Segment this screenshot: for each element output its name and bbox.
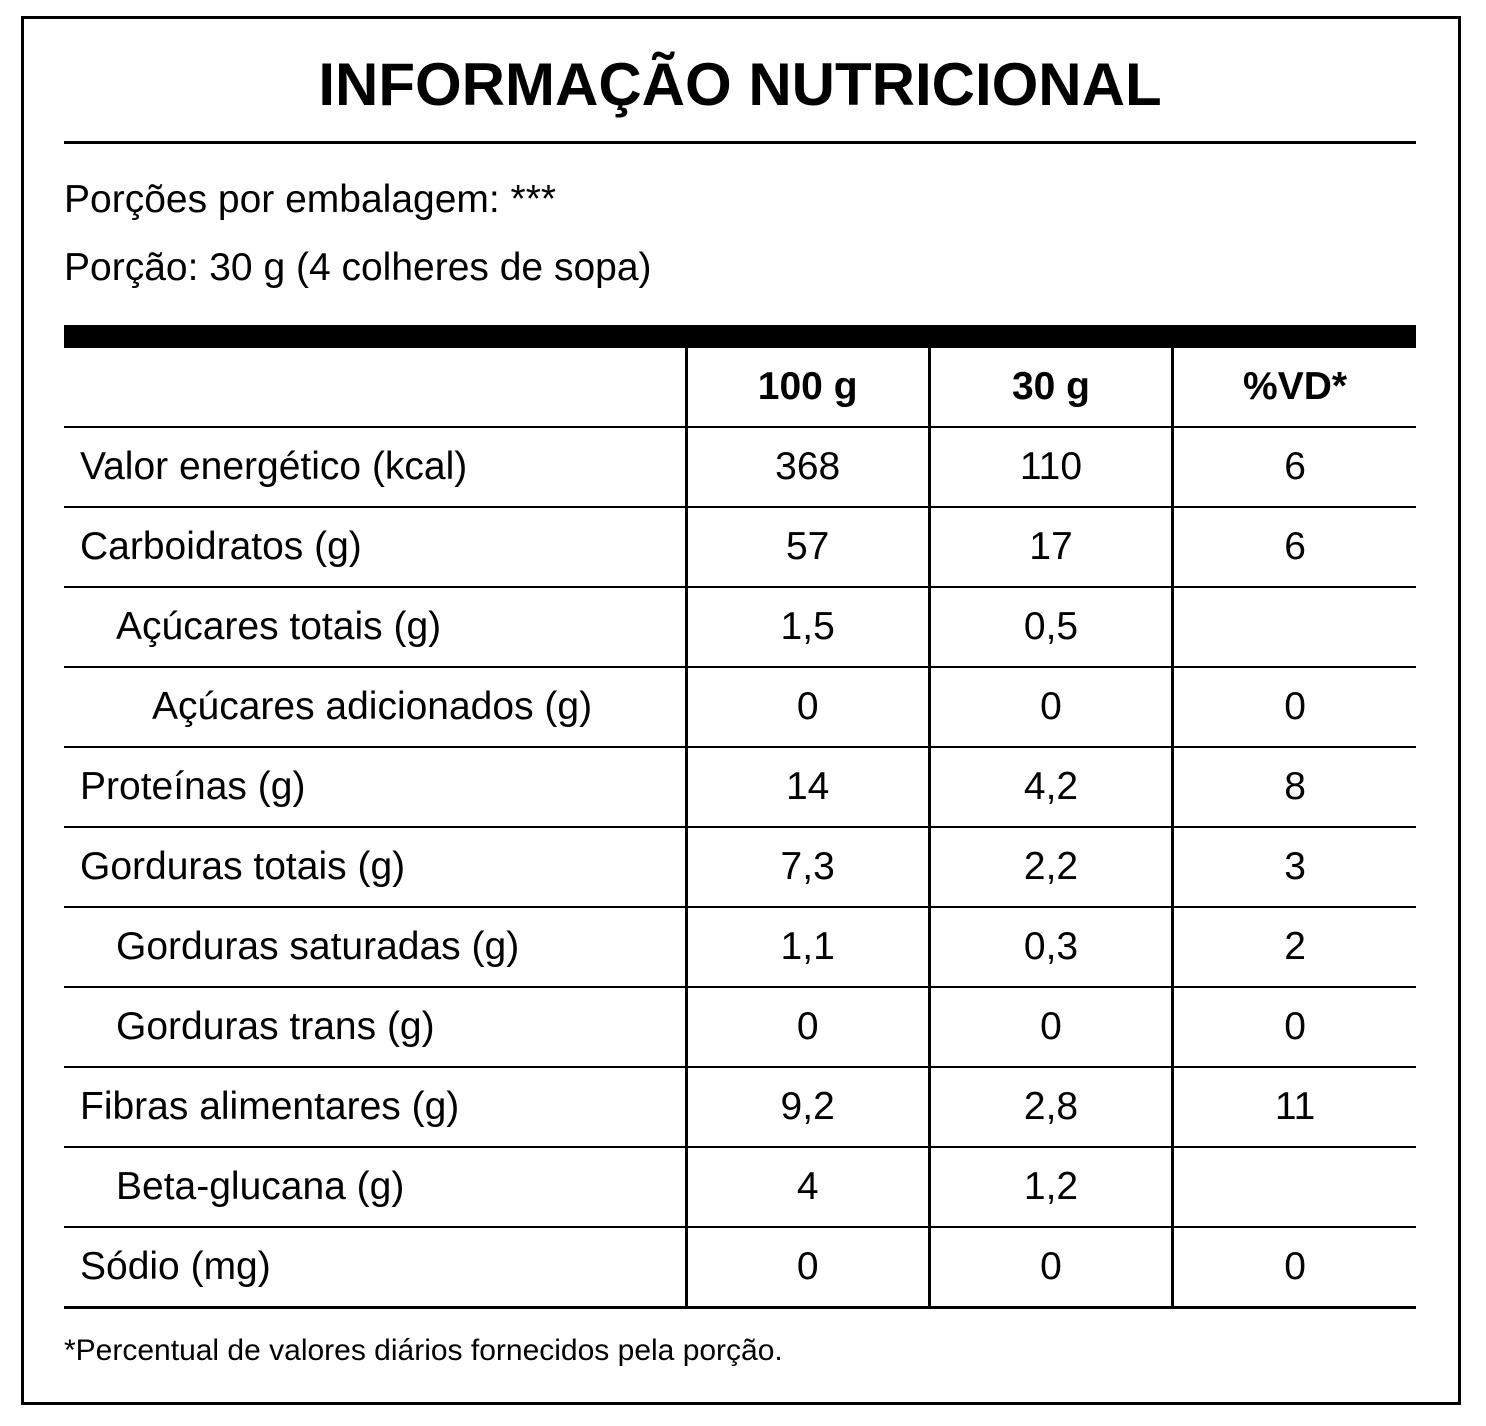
nutrient-label: Gorduras totais (g) <box>64 827 686 908</box>
column-header: 30 g <box>927 348 1173 428</box>
nutrient-value: 8 <box>1171 747 1416 828</box>
nutrient-value: 7,3 <box>684 827 930 908</box>
nutrient-value: 0 <box>927 987 1173 1068</box>
nutrient-label: Açúcares adicionados (g) <box>64 667 686 748</box>
nutrient-value: 0,3 <box>927 907 1173 988</box>
nutrient-value: 1,1 <box>684 907 930 988</box>
nutrient-label: Sódio (mg) <box>64 1227 686 1309</box>
nutrient-value: 1,2 <box>927 1147 1173 1228</box>
nutrient-row: Valor energético (kcal) 368 110 6 <box>64 427 1416 508</box>
nutrient-row: Açúcares adicionados (g) 0 0 0 <box>64 667 1416 748</box>
nutrient-row: Proteínas (g) 14 4,2 8 <box>64 747 1416 828</box>
nutrient-value: 0 <box>684 987 930 1068</box>
title: INFORMAÇÃO NUTRICIONAL <box>318 51 1162 118</box>
column-header: 100 g <box>684 348 930 428</box>
nutrient-label: Proteínas (g) <box>64 747 686 828</box>
nutrient-value: 17 <box>927 507 1173 588</box>
nutrient-value: 0 <box>684 1227 930 1309</box>
nutrient-label: Gorduras saturadas (g) <box>64 907 686 988</box>
nutrient-value: 14 <box>684 747 930 828</box>
header-row: 100 g 30 g %VD* <box>64 348 1416 428</box>
serving-size: Porção: 30 g (4 colheres de sopa) <box>64 246 652 289</box>
nutrient-value: 11 <box>1171 1067 1416 1148</box>
nutrient-value: 0 <box>1171 1227 1416 1309</box>
nutrient-row: Gorduras trans (g) 0 0 0 <box>64 987 1416 1068</box>
nutrient-value: 0 <box>927 667 1173 748</box>
nutrient-label: Açúcares totais (g) <box>64 587 686 668</box>
nutrient-value: 2 <box>1171 907 1416 988</box>
nutrient-value <box>1171 1147 1416 1228</box>
nutrient-value: 110 <box>927 427 1173 508</box>
nutrient-row: Fibras alimentares (g) 9,2 2,8 11 <box>64 1067 1416 1148</box>
nutrient-row: Beta-glucana (g) 4 1,2 <box>64 1147 1416 1228</box>
nutrient-value: 2,2 <box>927 827 1173 908</box>
nutrition-table: 100 g 30 g %VD* Valor energético (kcal) 3… <box>64 348 1416 1309</box>
nutrient-value: 6 <box>1171 427 1416 508</box>
nutrient-value: 0 <box>1171 667 1416 748</box>
nutrient-label: Valor energético (kcal) <box>64 427 686 508</box>
nutrient-label: Beta-glucana (g) <box>64 1147 686 1228</box>
nutrient-value: 9,2 <box>684 1067 930 1148</box>
nutrient-value: 0 <box>684 667 930 748</box>
servings-per-package: Porções por embalagem: *** <box>64 178 557 221</box>
nutrient-value: 57 <box>684 507 930 588</box>
nutrient-row: Sódio (mg) 0 0 0 <box>64 1227 1416 1309</box>
nutrient-value: 2,8 <box>927 1067 1173 1148</box>
nutrient-row: Carboidratos (g) 57 17 6 <box>64 507 1416 588</box>
nutrient-value: 1,5 <box>684 587 930 668</box>
frame <box>21 16 1461 1405</box>
divider <box>64 141 1416 144</box>
footnote: *Percentual de valores diários fornecido… <box>64 1334 783 1367</box>
nutrient-value: 4,2 <box>927 747 1173 828</box>
column-header: %VD* <box>1171 348 1416 428</box>
nutrient-value: 4 <box>684 1147 930 1228</box>
nutrient-row: Gorduras totais (g) 7,3 2,2 3 <box>64 827 1416 908</box>
nutrient-value: 3 <box>1171 827 1416 908</box>
nutrient-value: 0 <box>1171 987 1416 1068</box>
empty-header <box>64 348 686 428</box>
nutrient-value: 0 <box>927 1227 1173 1309</box>
nutrient-label: Fibras alimentares (g) <box>64 1067 686 1148</box>
thick-bar <box>64 325 1416 348</box>
nutrient-label: Gorduras trans (g) <box>64 987 686 1068</box>
nutrient-row: Açúcares totais (g) 1,5 0,5 <box>64 587 1416 668</box>
nutrient-value <box>1171 587 1416 668</box>
nutrient-value: 0,5 <box>927 587 1173 668</box>
nutrient-value: 6 <box>1171 507 1416 588</box>
nutrient-value: 368 <box>684 427 930 508</box>
nutrient-row: Gorduras saturadas (g) 1,1 0,3 2 <box>64 907 1416 988</box>
nutrient-label: Carboidratos (g) <box>64 507 686 588</box>
